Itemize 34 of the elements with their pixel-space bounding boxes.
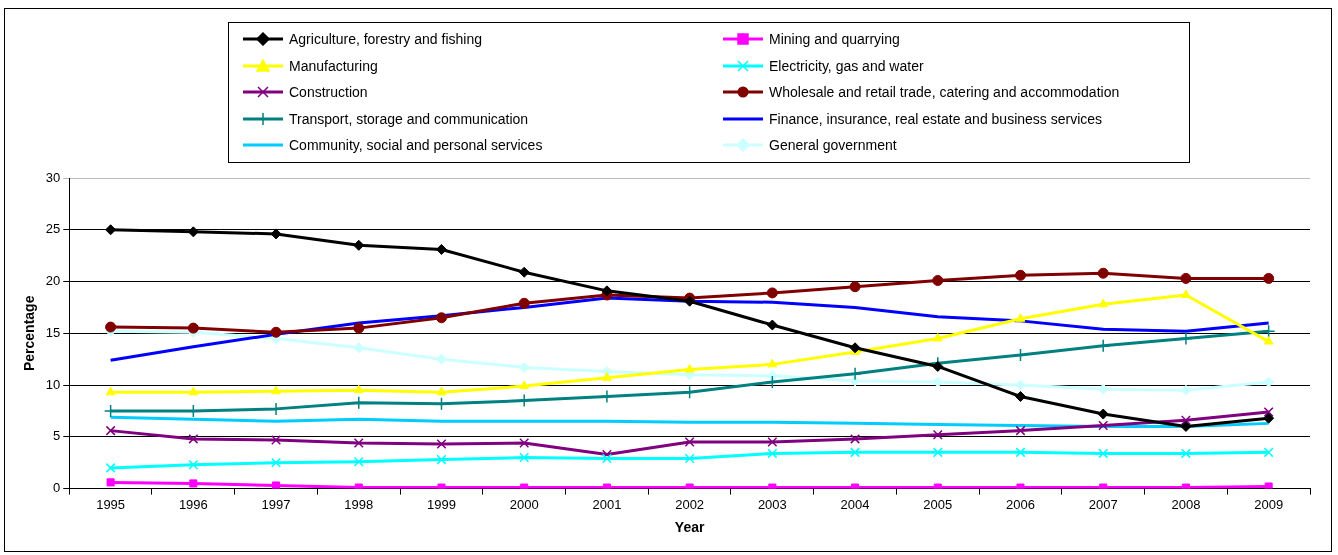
y-tick-label: 25 [45, 221, 61, 237]
x-tick-label: 1997 [261, 496, 291, 512]
legend-label: Agriculture, forestry and fishing [289, 31, 482, 48]
x-tick-label: 2003 [757, 496, 787, 512]
x-tick-label: 2006 [1006, 496, 1035, 512]
y-tick-label: 20 [45, 273, 61, 289]
x-tick-label: 2001 [592, 496, 622, 512]
x-axis-title: Year [674, 519, 705, 536]
x-tick-label: 2009 [1254, 496, 1284, 512]
legend-label: Mining and quarrying [769, 31, 900, 48]
x-tick-label: 1996 [178, 496, 208, 512]
legend-label: Transport, storage and communication [289, 110, 529, 127]
legend-label: Community, social and personal services [289, 137, 543, 154]
x-tick-label: 2002 [675, 496, 705, 512]
x-tick-label: 1999 [427, 496, 456, 512]
x-tick-label: 2000 [509, 496, 539, 512]
legend-label: Electricity, gas and water [769, 57, 924, 74]
y-tick-label: 10 [45, 376, 61, 392]
legend-label: Construction [289, 84, 368, 101]
x-tick-label: 2007 [1088, 496, 1118, 512]
legend-label: Wholesale and retail trade, catering and accommodation [769, 84, 1120, 101]
x-tick-label: 1995 [96, 496, 126, 512]
y-tick-label: 0 [53, 480, 61, 496]
x-tick-label: 2008 [1171, 496, 1201, 512]
y-axis-title: Percentage [21, 295, 38, 372]
legend-label: Manufacturing [289, 57, 378, 74]
y-tick-label: 15 [45, 324, 61, 340]
legend-label: Finance, insurance, real estate and business services [769, 110, 1103, 127]
x-tick-label: 2005 [923, 496, 953, 512]
x-tick-label: 1998 [344, 496, 374, 512]
legend-label: General government [769, 137, 897, 154]
y-tick-label: 30 [45, 169, 61, 185]
y-tick-label: 5 [53, 428, 61, 444]
x-tick-label: 2004 [840, 496, 870, 512]
